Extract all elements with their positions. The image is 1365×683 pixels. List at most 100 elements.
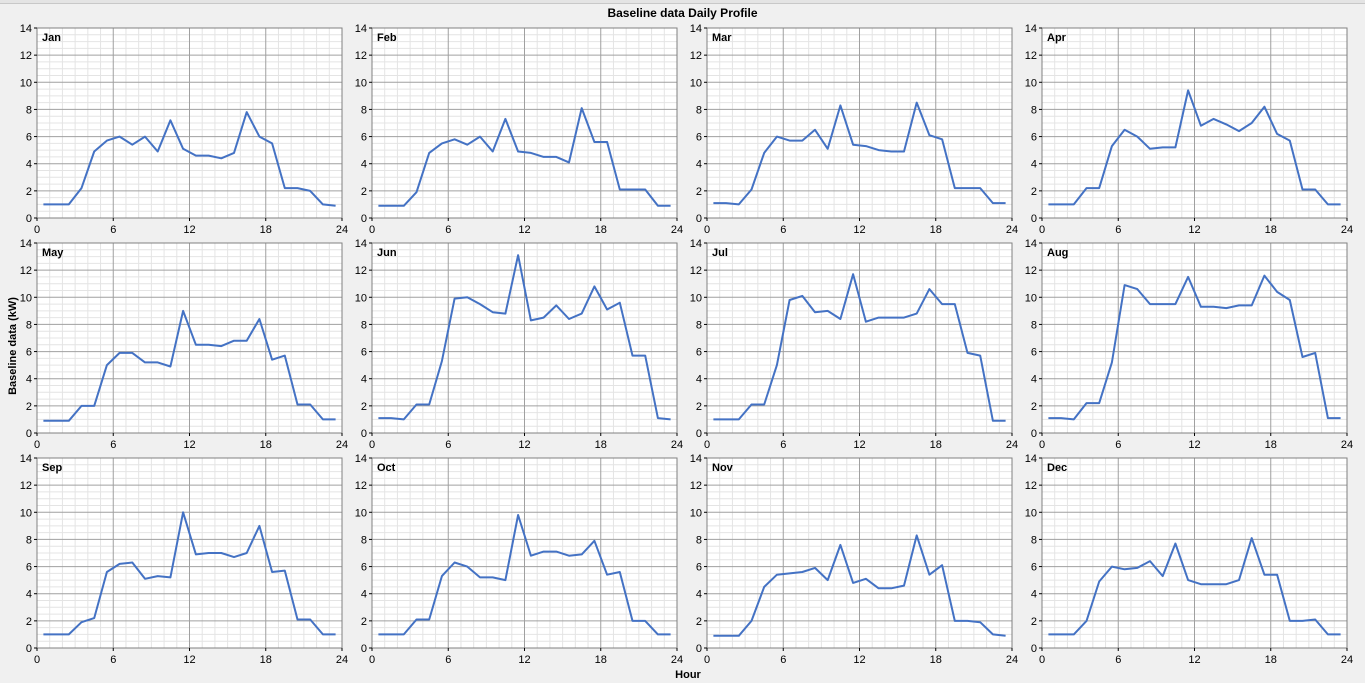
panel-label: Nov	[712, 462, 734, 474]
tab-strip	[0, 0, 1365, 4]
x-tick-label: 0	[369, 224, 375, 236]
y-axis-title: Baseline data (kW)	[7, 297, 19, 395]
y-tick-label: 2	[696, 616, 702, 628]
y-tick-label: 14	[355, 23, 367, 35]
series-line-may	[43, 309, 336, 422]
y-tick-label: 6	[26, 132, 32, 144]
panel-label: May	[42, 247, 64, 259]
y-tick-label: 14	[355, 453, 367, 465]
x-tick-label: 24	[671, 439, 683, 451]
y-tick-label: 10	[1025, 507, 1037, 519]
x-tick-label: 12	[1188, 654, 1200, 666]
y-tick-label: 12	[20, 480, 32, 492]
y-tick-label: 8	[1031, 534, 1037, 546]
x-tick-label: 0	[704, 654, 710, 666]
series-line-mar	[713, 101, 1006, 206]
y-tick-label: 0	[361, 213, 367, 225]
y-tick-label: 10	[690, 292, 702, 304]
x-tick-label: 24	[336, 654, 348, 666]
series-line-aug	[1048, 274, 1341, 421]
y-tick-label: 6	[1031, 562, 1037, 574]
y-tick-label: 2	[361, 616, 367, 628]
y-tick-label: 10	[690, 77, 702, 89]
panel-label: Apr	[1047, 32, 1067, 44]
y-tick-label: 10	[20, 507, 32, 519]
y-tick-label: 6	[1031, 347, 1037, 359]
y-tick-label: 6	[696, 347, 702, 359]
y-tick-label: 0	[361, 428, 367, 440]
series-line-sep	[43, 511, 336, 636]
y-tick-label: 4	[361, 374, 367, 386]
y-tick-label: 14	[20, 238, 32, 250]
panel-label: Sep	[42, 462, 62, 474]
series-line-apr	[1048, 89, 1341, 206]
x-tick-label: 12	[183, 224, 195, 236]
y-tick-label: 8	[26, 534, 32, 546]
y-tick-label: 2	[26, 616, 32, 628]
panel-label: Oct	[377, 462, 396, 474]
x-tick-label: 6	[780, 439, 786, 451]
x-tick-label: 6	[1115, 224, 1121, 236]
y-tick-label: 14	[690, 23, 702, 35]
y-tick-label: 4	[26, 374, 32, 386]
x-tick-label: 12	[183, 654, 195, 666]
y-tick-label: 6	[26, 562, 32, 574]
y-tick-label: 10	[20, 77, 32, 89]
series-line-oct	[378, 514, 671, 636]
x-tick-label: 6	[110, 654, 116, 666]
y-tick-label: 10	[20, 292, 32, 304]
x-tick-label: 12	[1188, 439, 1200, 451]
chart-title: Baseline data Daily Profile	[607, 6, 758, 20]
x-tick-label: 18	[595, 224, 607, 236]
x-tick-label: 6	[780, 654, 786, 666]
y-tick-label: 10	[355, 77, 367, 89]
y-tick-label: 2	[1031, 401, 1037, 413]
x-tick-label: 24	[336, 224, 348, 236]
y-tick-label: 12	[20, 50, 32, 62]
x-tick-label: 0	[369, 654, 375, 666]
y-tick-label: 6	[361, 562, 367, 574]
y-tick-label: 12	[690, 480, 702, 492]
y-tick-label: 6	[696, 562, 702, 574]
y-tick-label: 0	[696, 643, 702, 655]
panel-label: Mar	[712, 32, 732, 44]
y-tick-label: 4	[1031, 589, 1037, 601]
y-tick-label: 6	[696, 132, 702, 144]
y-tick-label: 4	[696, 589, 702, 601]
y-tick-label: 0	[696, 428, 702, 440]
panel-label: Feb	[377, 32, 397, 44]
y-tick-label: 2	[361, 401, 367, 413]
y-tick-label: 8	[1031, 104, 1037, 116]
x-tick-label: 18	[260, 224, 272, 236]
y-tick-label: 4	[696, 159, 702, 171]
y-tick-label: 14	[20, 23, 32, 35]
series-line-jul	[713, 273, 1006, 422]
y-tick-label: 2	[696, 186, 702, 198]
y-tick-label: 10	[1025, 77, 1037, 89]
x-tick-label: 18	[595, 439, 607, 451]
y-tick-label: 2	[26, 186, 32, 198]
x-tick-label: 18	[930, 654, 942, 666]
x-tick-label: 12	[518, 224, 530, 236]
y-tick-label: 0	[696, 213, 702, 225]
x-tick-label: 18	[260, 439, 272, 451]
y-tick-label: 2	[696, 401, 702, 413]
x-tick-label: 0	[34, 224, 40, 236]
x-tick-label: 18	[595, 654, 607, 666]
y-tick-label: 8	[361, 104, 367, 116]
x-tick-label: 12	[1188, 224, 1200, 236]
x-tick-label: 12	[853, 439, 865, 451]
y-tick-label: 0	[26, 213, 32, 225]
x-tick-label: 6	[1115, 439, 1121, 451]
x-tick-label: 18	[1265, 439, 1277, 451]
y-tick-label: 14	[1025, 238, 1037, 250]
x-tick-label: 12	[853, 654, 865, 666]
y-tick-label: 14	[690, 238, 702, 250]
